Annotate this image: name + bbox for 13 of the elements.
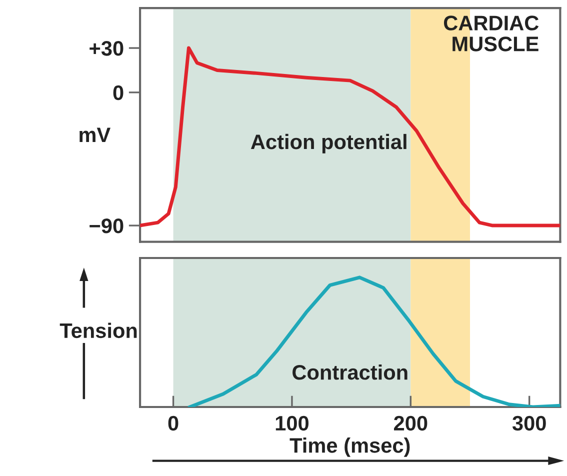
annotation: Contraction [292,364,408,380]
y-tick-label: −90 [90,218,124,234]
x-tick-label: 300 [512,416,546,431]
annotation: Action potential [250,134,406,154]
y-tick-label: +30 [90,41,124,56]
y-tick-label: 0 [113,85,124,100]
x-tick-label: 0 [168,416,178,431]
x-axis-title: Time (msec) [290,438,410,457]
annotation: CARDIAC MUSCLE [444,16,539,52]
y-axis-title: mV [80,128,110,142]
x-tick-label: 100 [276,416,308,431]
y-axis-title: Tension [60,322,137,338]
x-tick-label: 200 [394,416,428,431]
